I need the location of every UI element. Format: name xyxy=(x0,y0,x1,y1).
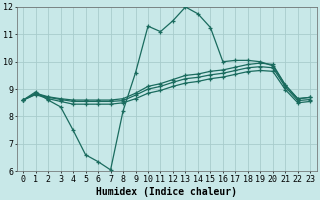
X-axis label: Humidex (Indice chaleur): Humidex (Indice chaleur) xyxy=(96,186,237,197)
